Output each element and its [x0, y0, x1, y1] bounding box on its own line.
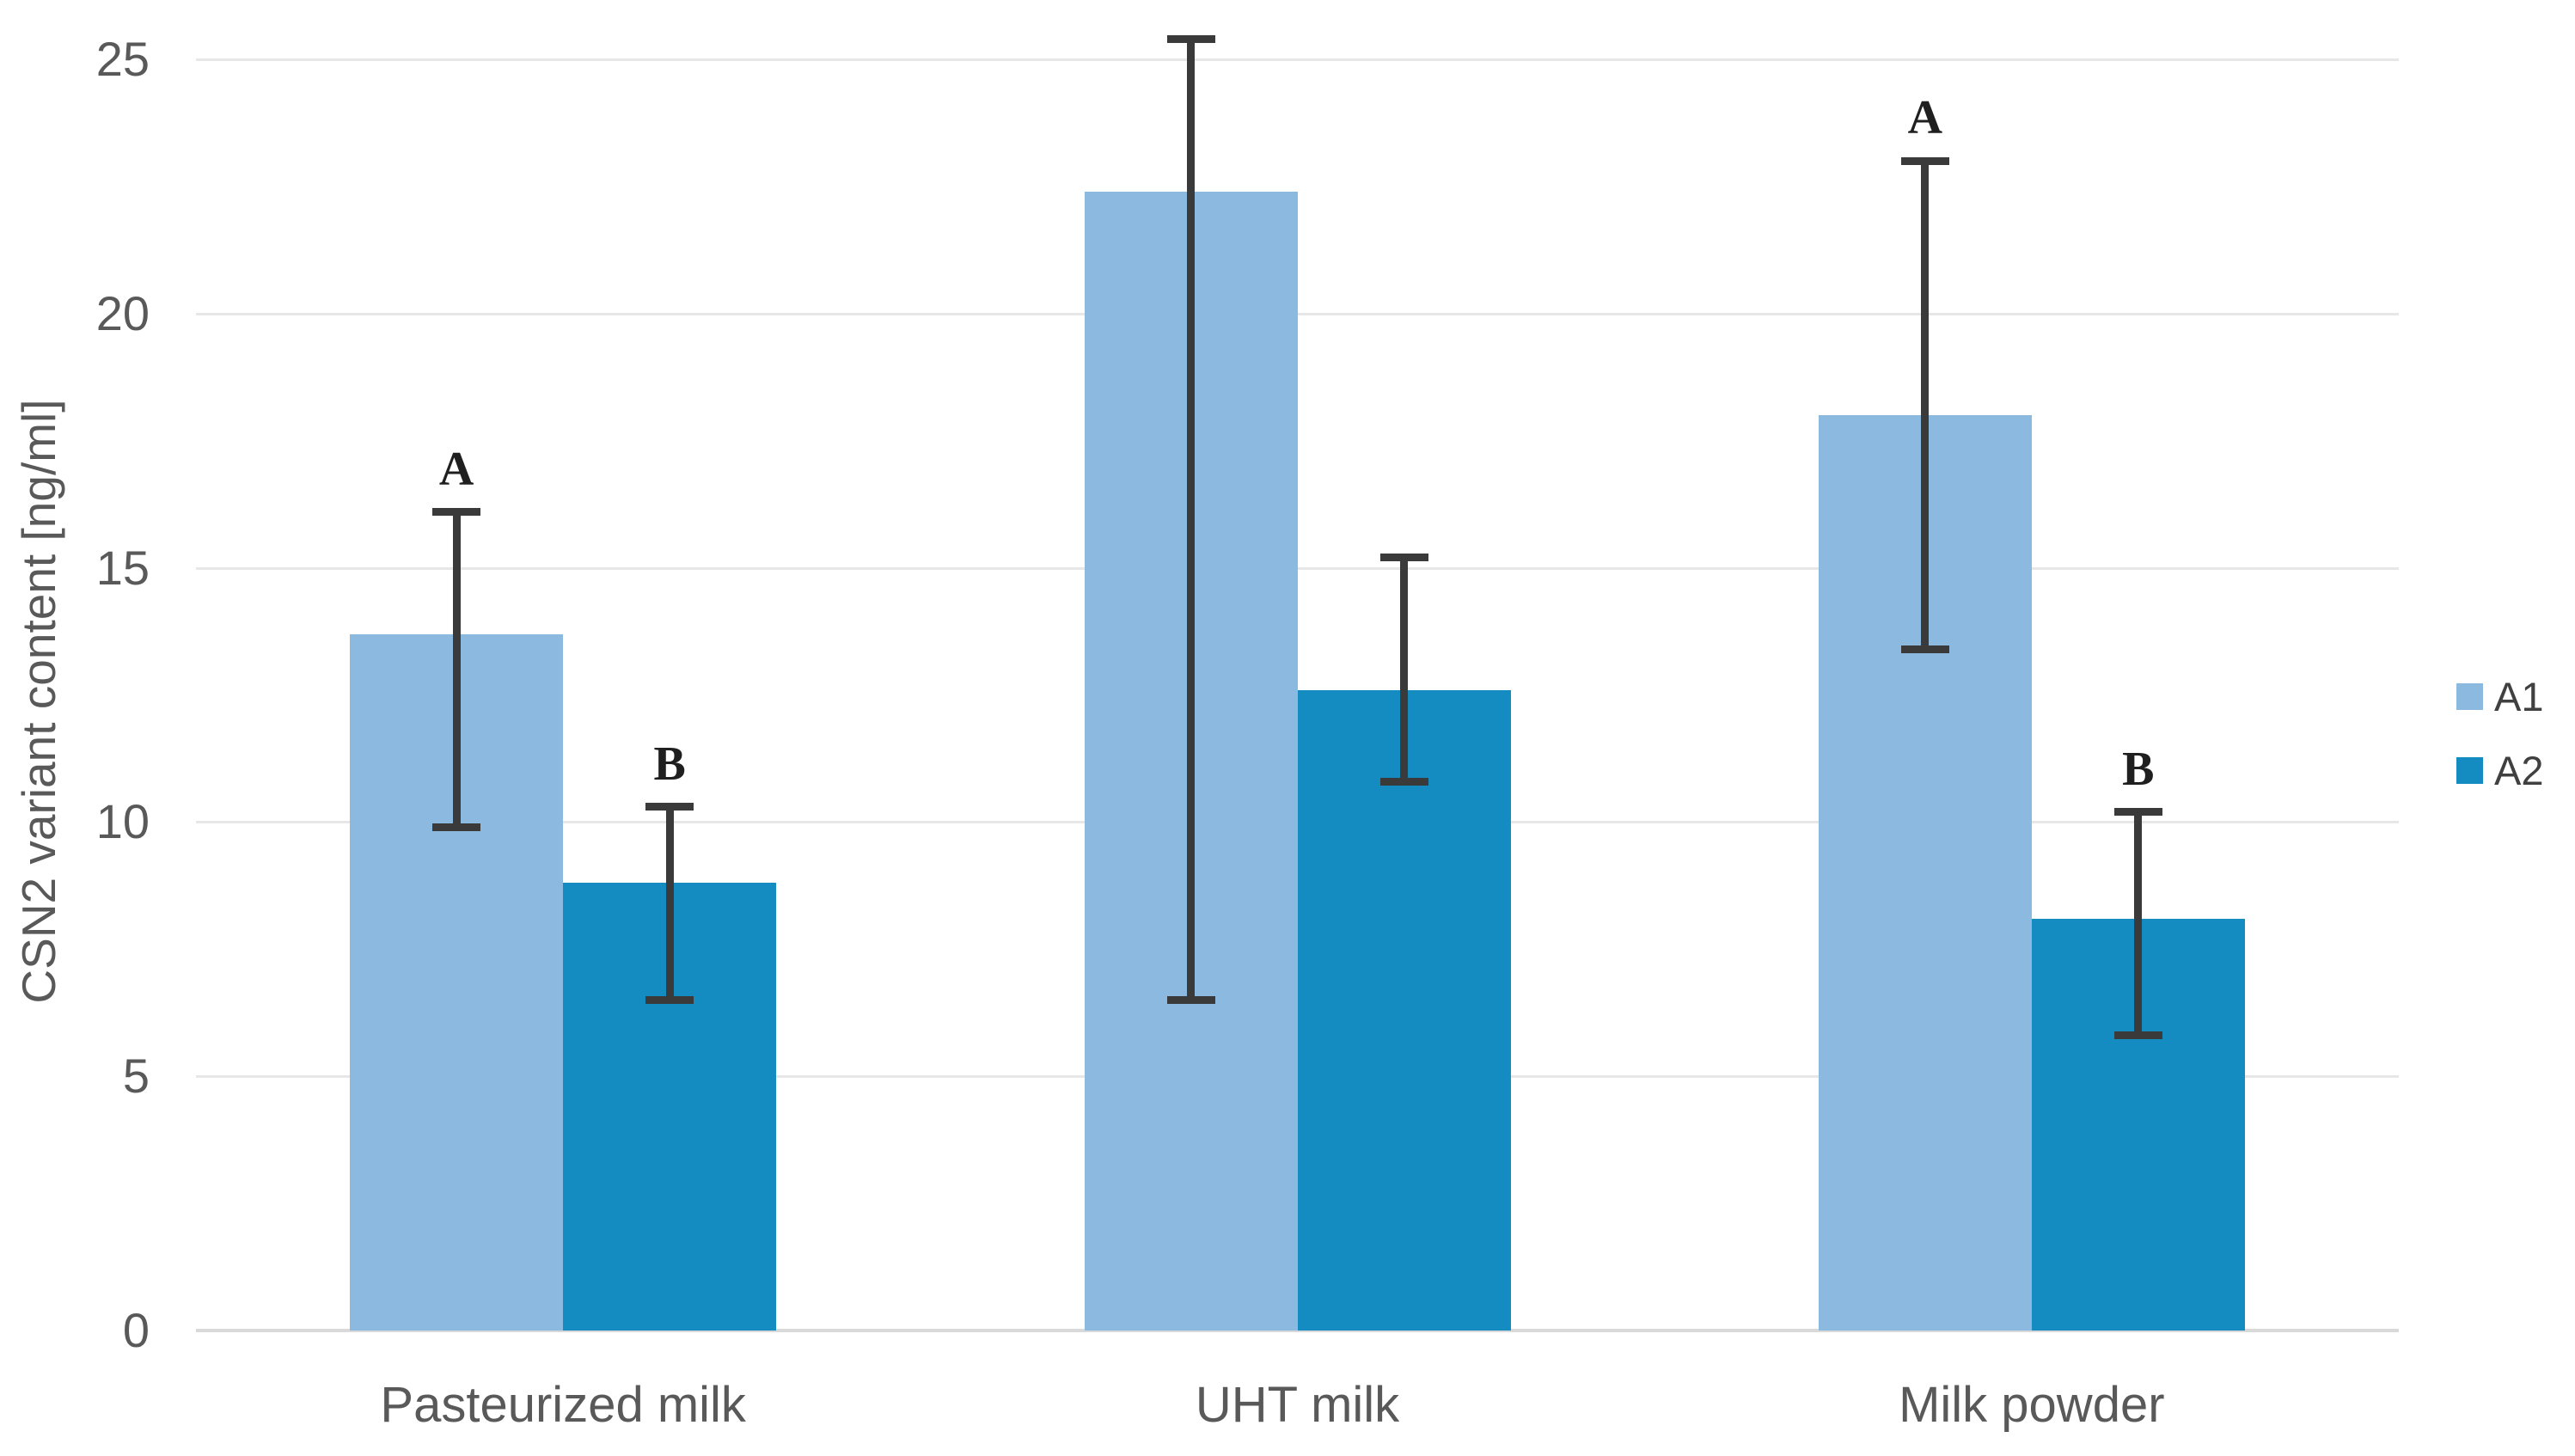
legend-label-A2: A2 [2494, 748, 2544, 793]
significance-letter-A1-1: A [438, 442, 474, 496]
category-label-3: Milk powder [1899, 1377, 2165, 1433]
gridline-y20 [196, 312, 2399, 315]
error-bar-A2-2 [1400, 557, 1408, 782]
error-cap-bottom-A2-1 [645, 995, 694, 1004]
error-cap-top-A1-3 [1900, 156, 1949, 165]
error-bar-A1-3 [1921, 161, 1930, 650]
error-bar-A1-1 [452, 511, 461, 828]
legend-item-A2: A2 [2456, 750, 2544, 791]
error-cap-top-A1-1 [432, 508, 481, 517]
legend-label-A1: A1 [2494, 674, 2544, 719]
y-tick-label-15: 15 [95, 540, 150, 595]
x-axis-line [196, 1329, 2399, 1332]
legend-item-A1: A1 [2456, 676, 2544, 717]
y-tick-label-0: 0 [122, 1303, 150, 1357]
category-label-2: UHT milk [1195, 1377, 1400, 1433]
error-cap-top-A2-1 [645, 803, 694, 811]
bar-A2-2 [1297, 689, 1511, 1331]
error-cap-bottom-A2-3 [2113, 1031, 2162, 1040]
gridline-y15 [196, 566, 2399, 570]
y-tick-label-5: 5 [122, 1049, 150, 1104]
significance-letter-A2-3: B [2122, 742, 2155, 796]
y-tick-label-25: 25 [95, 32, 150, 86]
error-cap-top-A2-3 [2113, 808, 2162, 817]
y-tick-label-20: 20 [95, 285, 150, 340]
error-cap-top-A1-2 [1166, 34, 1215, 43]
error-cap-top-A2-2 [1379, 554, 1428, 562]
error-bar-A1-2 [1187, 39, 1195, 1000]
significance-letter-A2-1: B [653, 737, 686, 791]
y-tick-label-10: 10 [95, 794, 150, 849]
gridline-y25 [196, 58, 2399, 61]
error-bar-A2-3 [2134, 811, 2143, 1036]
legend-swatch-A2 [2456, 757, 2483, 784]
error-cap-bottom-A1-1 [432, 823, 481, 831]
significance-letter-A1-3: A [1907, 91, 1943, 145]
legend-swatch-A1 [2456, 683, 2483, 710]
error-cap-bottom-A1-3 [1900, 645, 1949, 653]
error-cap-bottom-A2-2 [1379, 777, 1428, 786]
error-bar-A2-1 [665, 806, 674, 1000]
error-cap-bottom-A1-2 [1166, 995, 1215, 1004]
category-label-1: Pasteurized milk [380, 1377, 746, 1433]
